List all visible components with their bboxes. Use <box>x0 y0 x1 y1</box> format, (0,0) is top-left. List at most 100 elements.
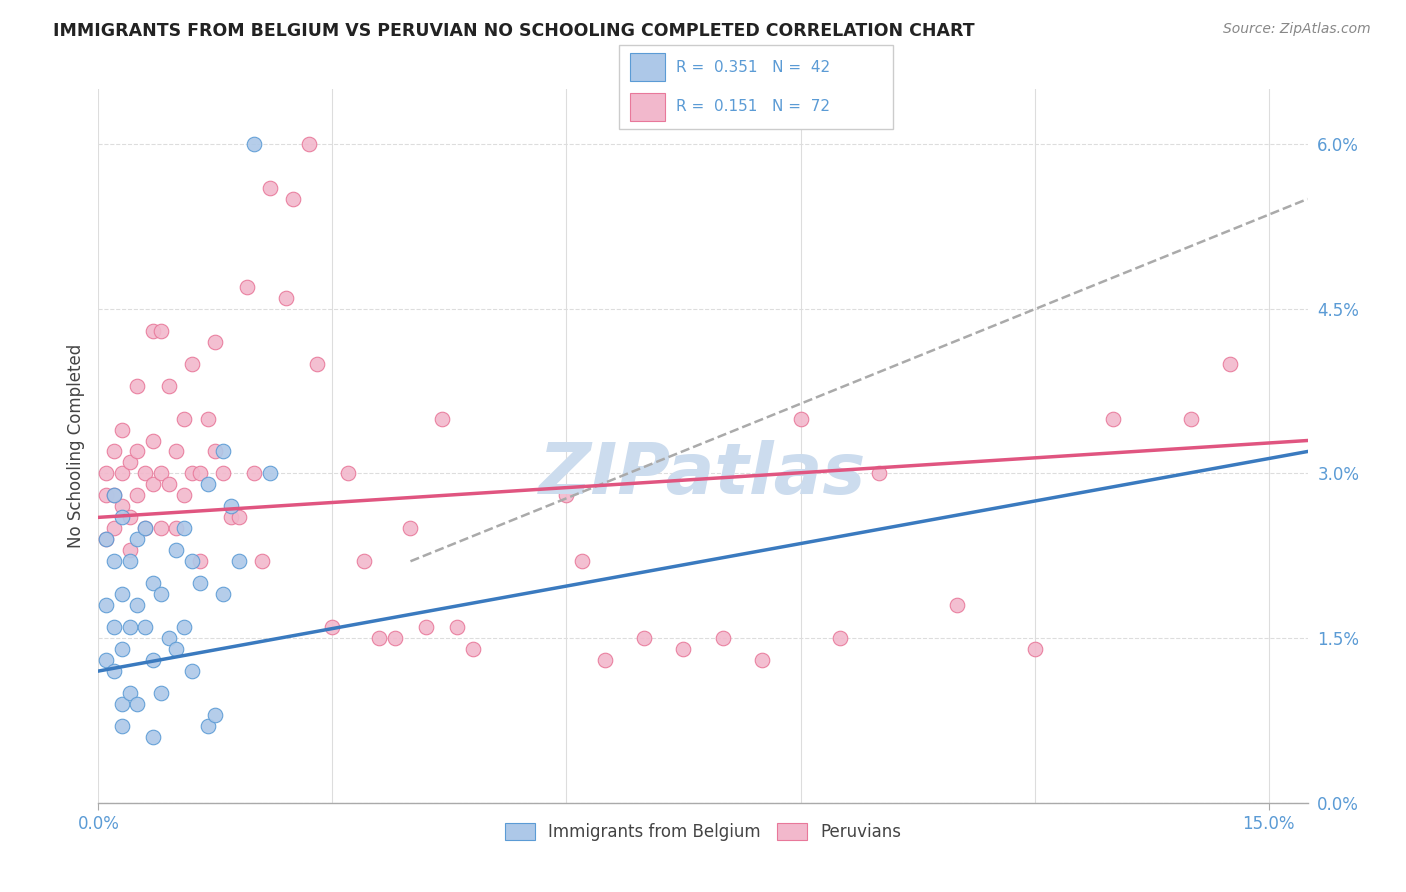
Point <box>142 576 165 591</box>
Point <box>633 631 655 645</box>
Point <box>1101 411 1123 425</box>
Point <box>127 444 149 458</box>
Legend: Immigrants from Belgium, Peruvians: Immigrants from Belgium, Peruvians <box>498 816 908 848</box>
Text: R =  0.351   N =  42: R = 0.351 N = 42 <box>676 60 831 75</box>
Point <box>212 467 235 481</box>
Point <box>197 411 219 425</box>
Point <box>142 653 165 667</box>
Point <box>111 500 134 514</box>
Point <box>283 192 305 206</box>
Point <box>305 357 328 371</box>
Point <box>103 554 125 568</box>
Point <box>111 467 134 481</box>
Point <box>181 664 204 678</box>
Point <box>165 521 187 535</box>
Point <box>111 697 134 711</box>
Point <box>274 291 297 305</box>
FancyBboxPatch shape <box>630 54 665 81</box>
Point <box>219 510 242 524</box>
Point <box>118 554 141 568</box>
Point <box>368 631 391 645</box>
Point <box>181 467 204 481</box>
Point <box>134 521 156 535</box>
Point <box>173 521 195 535</box>
FancyBboxPatch shape <box>630 93 665 120</box>
Point <box>868 467 890 481</box>
Point <box>789 411 811 425</box>
Point <box>1180 411 1202 425</box>
Point <box>103 488 125 502</box>
Point <box>555 488 578 502</box>
Point <box>212 444 235 458</box>
Point <box>173 411 195 425</box>
Point <box>461 642 484 657</box>
Point <box>298 137 321 152</box>
Point <box>111 719 134 733</box>
Point <box>235 280 257 294</box>
Point <box>142 324 165 338</box>
Point <box>399 521 422 535</box>
Point <box>711 631 734 645</box>
Point <box>181 554 204 568</box>
Point <box>197 477 219 491</box>
Point <box>96 488 118 502</box>
Point <box>103 620 125 634</box>
Point <box>337 467 360 481</box>
Point <box>188 554 211 568</box>
Point <box>188 576 211 591</box>
Point <box>142 434 165 448</box>
Y-axis label: No Schooling Completed: No Schooling Completed <box>66 344 84 548</box>
Point <box>149 467 172 481</box>
Point <box>243 467 266 481</box>
Point <box>173 488 195 502</box>
Point <box>595 653 617 667</box>
Text: IMMIGRANTS FROM BELGIUM VS PERUVIAN NO SCHOOLING COMPLETED CORRELATION CHART: IMMIGRANTS FROM BELGIUM VS PERUVIAN NO S… <box>53 22 974 40</box>
Point <box>259 467 281 481</box>
Point <box>165 543 187 558</box>
Point <box>384 631 406 645</box>
Point <box>111 587 134 601</box>
Point <box>149 587 172 601</box>
Point <box>446 620 468 634</box>
Point <box>252 554 274 568</box>
Point <box>197 719 219 733</box>
Point <box>127 598 149 612</box>
Point <box>149 324 172 338</box>
Point <box>165 642 187 657</box>
FancyBboxPatch shape <box>619 45 893 129</box>
Point <box>118 543 141 558</box>
Point <box>103 664 125 678</box>
Point <box>142 477 165 491</box>
Point <box>188 467 211 481</box>
Point <box>259 181 281 195</box>
Point <box>430 411 453 425</box>
Point <box>157 477 180 491</box>
Point <box>149 521 172 535</box>
Point <box>204 334 226 349</box>
Point <box>118 620 141 634</box>
Point <box>96 533 118 547</box>
Point <box>1024 642 1046 657</box>
Point <box>181 357 204 371</box>
Point <box>118 686 141 700</box>
Text: Source: ZipAtlas.com: Source: ZipAtlas.com <box>1223 22 1371 37</box>
Point <box>103 488 125 502</box>
Point <box>173 620 195 634</box>
Point <box>157 378 180 392</box>
Point <box>118 510 141 524</box>
Point <box>96 598 118 612</box>
Point <box>945 598 967 612</box>
Point <box>204 444 226 458</box>
Point <box>96 467 118 481</box>
Point <box>103 521 125 535</box>
Point <box>1219 357 1241 371</box>
Point <box>321 620 343 634</box>
Point <box>219 500 242 514</box>
Point <box>672 642 695 657</box>
Point <box>127 488 149 502</box>
Point <box>228 554 250 568</box>
Point <box>571 554 593 568</box>
Point <box>118 455 141 469</box>
Point <box>134 620 156 634</box>
Point <box>149 686 172 700</box>
